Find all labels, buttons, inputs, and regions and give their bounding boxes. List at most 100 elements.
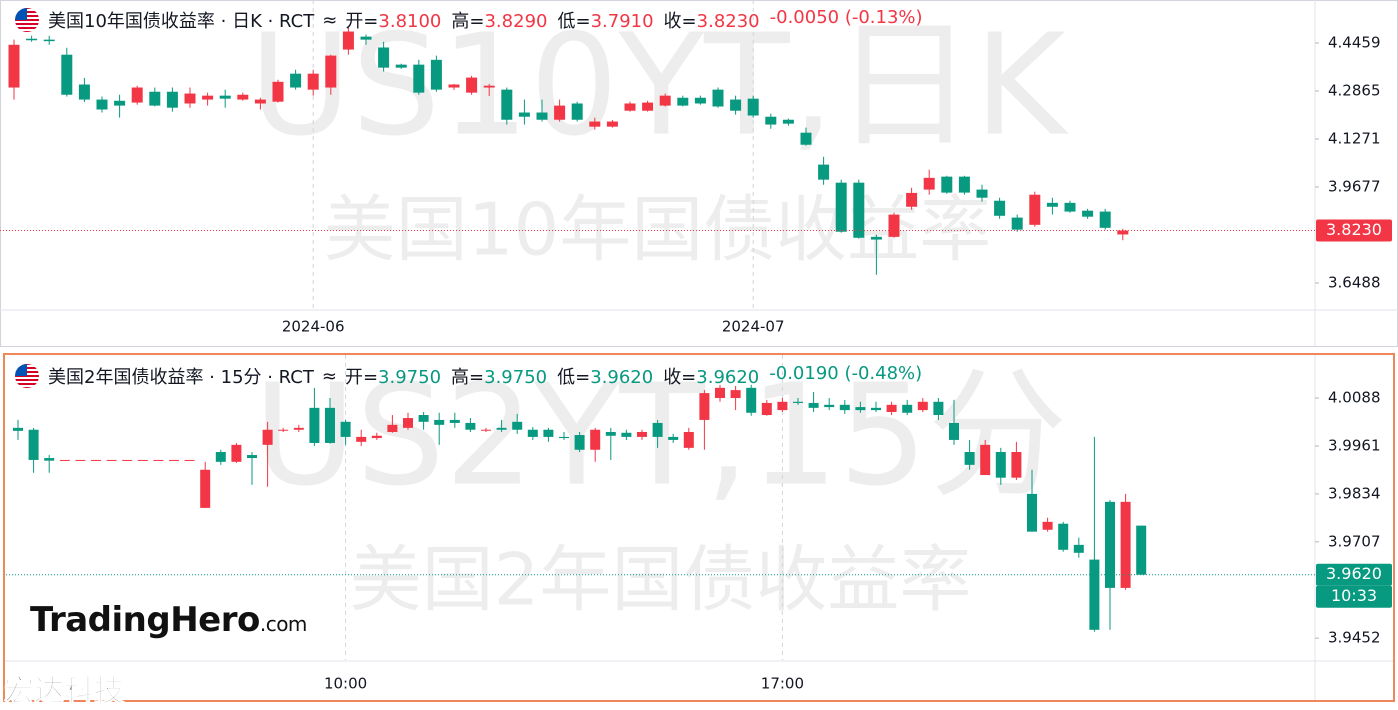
candle-body [137, 459, 148, 461]
candle-body [652, 422, 663, 437]
candle-body [131, 87, 143, 103]
candle-body [237, 94, 249, 100]
last-price-tag [1316, 219, 1392, 242]
candle-body [1011, 217, 1023, 230]
watermark-name: 美国2年国债收益率 [350, 538, 972, 622]
candle-body [278, 429, 289, 431]
candle-body [91, 459, 101, 461]
candle-body [782, 119, 794, 124]
candle-body [949, 422, 959, 440]
ohlc-label: 低= [557, 367, 591, 388]
bottom-pane-border [3, 353, 1395, 702]
candle-body [8, 44, 20, 88]
logo-name: TradingHero [30, 600, 260, 640]
candle-body [1099, 211, 1111, 228]
ohlc-label: 开= [344, 367, 379, 388]
candle-body [994, 200, 1006, 216]
candle-body [668, 436, 679, 440]
candle-body [800, 132, 812, 145]
candle-body [624, 103, 636, 111]
candle-body [78, 84, 90, 100]
candle-body [418, 415, 429, 422]
legend-header: 美国10年国债收益率 · 日K · RCT ≈ 开=3.8100 高=3.8290 低=… [14, 7, 923, 33]
symbol-title: 美国2年国债收益率 · 15分 · RCT [48, 367, 314, 388]
candle-body [122, 459, 133, 461]
candle-body [356, 436, 367, 442]
candle-body [642, 102, 654, 111]
last-price-label: 3.8230 [1326, 220, 1382, 239]
candle-body [149, 91, 161, 106]
candle-body [184, 93, 196, 104]
candle-body [61, 54, 73, 95]
logo-suffix: .com [259, 612, 308, 636]
ohlc-change: -0.0050 (-0.13%) [769, 7, 923, 28]
candle-body [309, 407, 320, 443]
candle-body [761, 402, 772, 416]
last-price-tag [1316, 563, 1392, 586]
candle-body [835, 182, 847, 232]
y-tick-label: 4.2865 [1328, 81, 1381, 99]
candle-body [888, 214, 900, 237]
status-pill: ≈ [322, 366, 337, 387]
x-tick-label: 2024-06 [282, 318, 345, 336]
candle-body [746, 387, 757, 413]
candle-body [1011, 452, 1022, 478]
status-wave: ≈ [321, 365, 337, 387]
candle-body [853, 182, 865, 238]
candle-body [434, 419, 445, 425]
countdown-tag [1316, 585, 1392, 608]
candle-body [293, 427, 304, 430]
candle-body [1027, 493, 1037, 532]
candle-body [923, 177, 935, 190]
candle-body [1105, 501, 1115, 588]
candle-body [777, 401, 788, 411]
symbol-title: 美国10年国债收益率 · 日K · RCT [48, 11, 315, 32]
candle-body [215, 452, 226, 462]
candle-body [839, 404, 850, 411]
candle-body [677, 97, 689, 106]
candle-body [808, 402, 819, 408]
candle-body [387, 424, 398, 433]
candle-body [59, 459, 70, 461]
candle-body [1117, 230, 1129, 235]
candle-body [342, 31, 354, 50]
candle-body [995, 452, 1006, 478]
candle-body [290, 73, 302, 88]
ohlc-value: 3.8290 [484, 11, 548, 32]
candle-body [219, 95, 231, 99]
candle-body [1042, 521, 1053, 530]
candle-body [1058, 523, 1069, 550]
candle-body [1046, 202, 1058, 207]
candle-body [26, 38, 38, 41]
countdown-label: 10:33 [1331, 586, 1377, 605]
candle-body [231, 444, 242, 462]
ohlc-label: 低= [557, 11, 591, 32]
ohlc-value: 3.9620 [590, 367, 654, 388]
candle-body [605, 432, 616, 436]
status-pill: ≈ [322, 10, 337, 31]
candle-body [818, 164, 830, 180]
candle-body [606, 121, 618, 127]
candle-body [371, 435, 382, 439]
candle-body [902, 404, 913, 413]
candle-body [536, 112, 548, 120]
candle-body [1136, 525, 1147, 575]
candle-body [403, 418, 413, 428]
x-tick-label: 10:00 [324, 675, 367, 693]
candle-body [933, 401, 944, 416]
candle-body [699, 393, 710, 420]
candle-body [964, 452, 975, 465]
ohlc-label: 高= [451, 11, 485, 32]
candle-body [307, 73, 319, 90]
ohlc-change: -0.0190 (-0.48%) [769, 363, 923, 384]
candle-body [559, 436, 569, 439]
ohlc-label: 收= [663, 11, 697, 32]
candle-body [481, 429, 491, 431]
candle-body [765, 116, 777, 125]
candle-body [75, 459, 86, 461]
candle-body [395, 64, 407, 68]
candle-body [715, 387, 725, 399]
flag-icon [15, 8, 39, 32]
